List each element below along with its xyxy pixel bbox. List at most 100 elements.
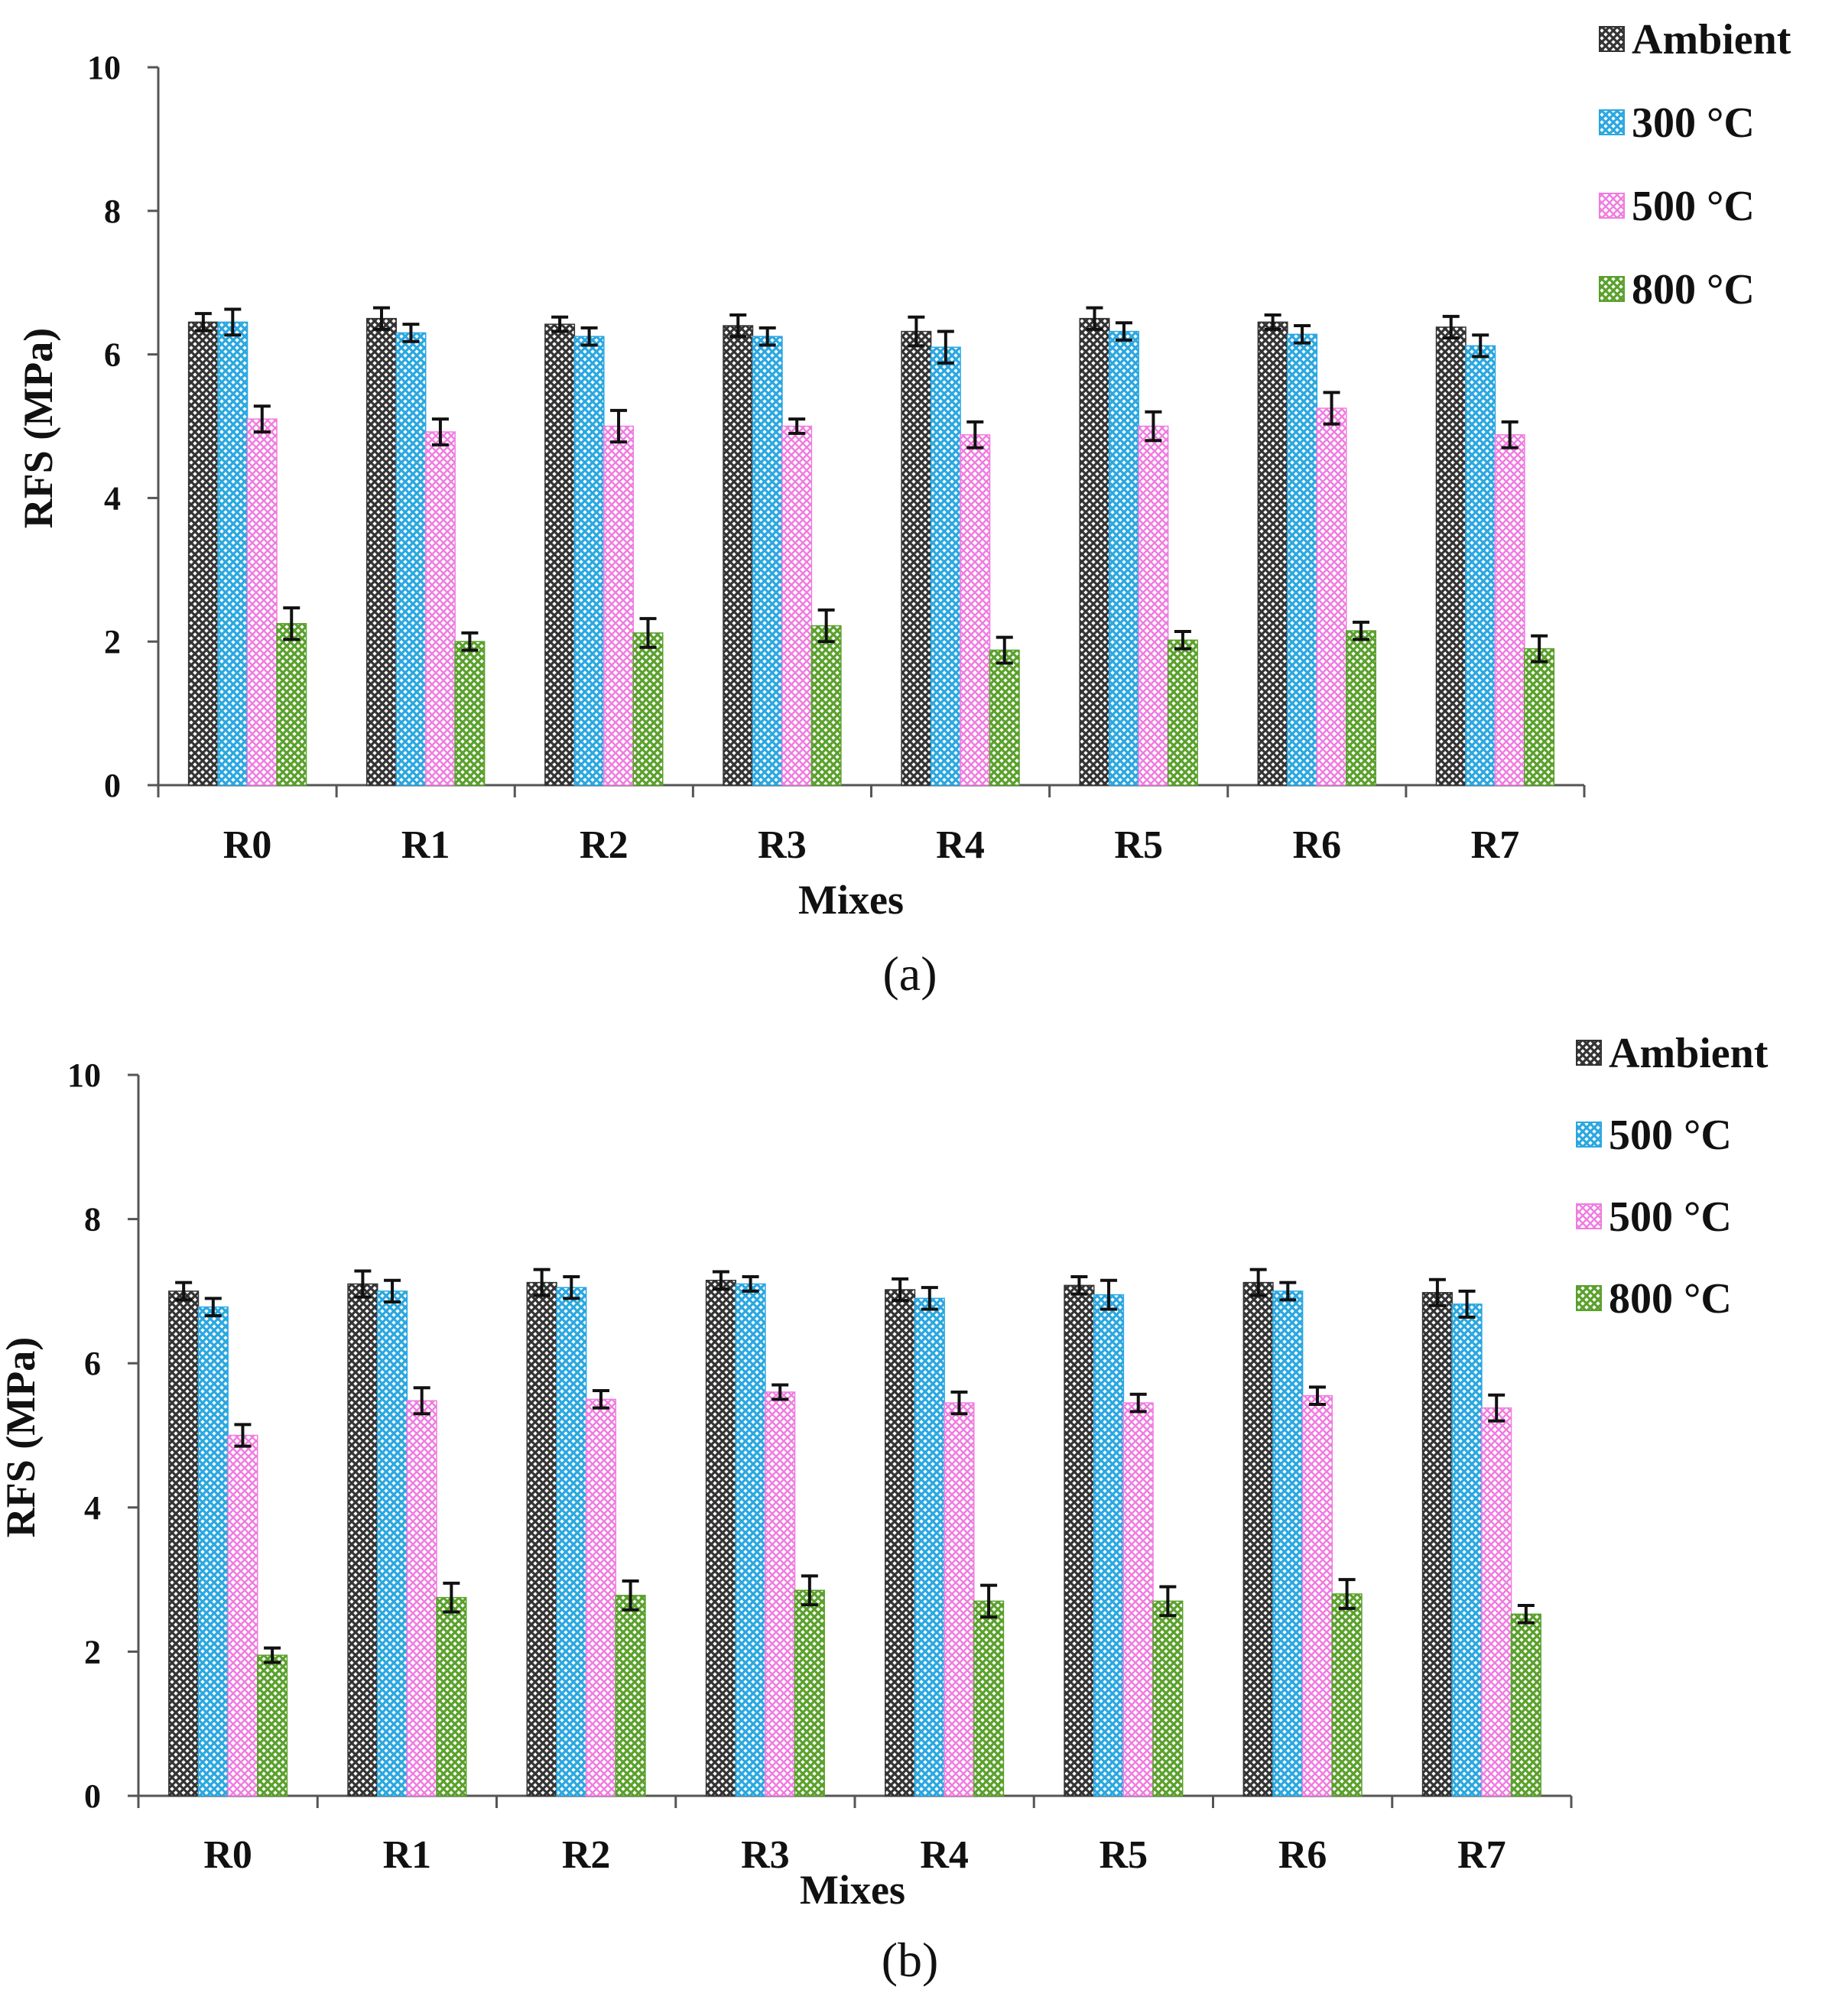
- error-bar: [1070, 1275, 1088, 1296]
- error-bar: [950, 1390, 968, 1416]
- bar-r6-series-1: [1257, 321, 1288, 786]
- bar-r0-series-1: [168, 1290, 200, 1797]
- bar-r4-series-4: [973, 1600, 1005, 1797]
- bar-r2-series-4: [632, 632, 664, 786]
- legend-entry: Ambient: [1576, 1030, 1769, 1077]
- x-axis-title: Mixes: [800, 1867, 905, 1913]
- bar-r2-series-4: [615, 1595, 646, 1797]
- error-bar: [1174, 630, 1191, 651]
- y-tick-label: 0: [104, 767, 121, 804]
- bar-r7-series-1: [1435, 326, 1467, 786]
- error-bar: [1115, 321, 1132, 342]
- error-bar: [1323, 391, 1340, 426]
- error-bar: [264, 1646, 281, 1664]
- legend-entry: 800 °C: [1599, 266, 1755, 313]
- legend-swatch: [1599, 193, 1625, 219]
- error-bar: [1159, 1585, 1177, 1618]
- error-bar: [1279, 1281, 1297, 1302]
- error-bar: [892, 1277, 909, 1303]
- bar-r4-series-3: [944, 1402, 975, 1797]
- x-tick-label: R5: [1100, 1833, 1148, 1877]
- x-axis-title: Mixes: [798, 877, 904, 923]
- error-bar: [610, 408, 628, 444]
- bar-r1-series-4: [436, 1596, 467, 1797]
- error-bar: [283, 606, 300, 641]
- bar-r5-series-1: [1079, 317, 1110, 786]
- y-tick-label: 10: [67, 1057, 101, 1094]
- bar-r0-series-3: [227, 1434, 258, 1797]
- error-bar: [996, 635, 1013, 665]
- bar-r2-series-1: [526, 1281, 557, 1797]
- y-tick-label: 2: [104, 623, 121, 661]
- bar-r4-series-3: [960, 434, 991, 786]
- bar-r7-series-3: [1481, 1407, 1512, 1797]
- bar-r3-series-1: [705, 1280, 736, 1797]
- error-bar: [1129, 1392, 1147, 1414]
- legend-entry: 500 °C: [1599, 183, 1755, 230]
- error-bar: [234, 1423, 252, 1448]
- y-tick-label: 8: [104, 193, 121, 230]
- bar-r2-series-2: [556, 1287, 587, 1797]
- bar-r0-series-4: [257, 1654, 288, 1797]
- legend-entry: Ambient: [1599, 16, 1791, 63]
- bar-r7-series-4: [1510, 1613, 1541, 1797]
- bar-r7-series-4: [1524, 648, 1555, 786]
- error-bar: [1086, 306, 1103, 331]
- error-bar: [224, 307, 242, 337]
- bar-r5-series-4: [1167, 639, 1198, 786]
- error-bar: [253, 404, 271, 434]
- y-tick-label: 6: [104, 336, 121, 374]
- error-bar: [402, 323, 420, 343]
- error-bar: [551, 315, 569, 333]
- legend-entry: 500 °C: [1576, 1193, 1732, 1241]
- bar-r6-series-1: [1242, 1281, 1274, 1797]
- x-tick-label: R2: [580, 823, 629, 867]
- x-tick-label: R4: [920, 1833, 969, 1877]
- bar-r0-series-1: [187, 321, 219, 786]
- bar-r6-series-3: [1316, 407, 1347, 786]
- error-bar: [1264, 313, 1281, 331]
- error-bar: [1249, 1268, 1267, 1297]
- bar-r3-series-3: [765, 1391, 796, 1797]
- bars: [168, 1280, 1541, 1797]
- bar-r2-series-1: [544, 323, 576, 786]
- error-bar: [980, 1583, 998, 1619]
- y-tick-label: 8: [84, 1201, 101, 1238]
- error-bar: [1428, 1277, 1446, 1307]
- error-bar: [1308, 1385, 1326, 1406]
- x-tick-label: R6: [1278, 1833, 1327, 1877]
- error-bar: [937, 330, 954, 365]
- bar-r5-series-4: [1152, 1600, 1184, 1797]
- legend-swatch: [1576, 1040, 1602, 1066]
- error-bar: [1458, 1289, 1476, 1319]
- legend-swatch: [1599, 109, 1625, 135]
- bar-r4-series-1: [885, 1289, 916, 1797]
- legend-label: 500 °C: [1609, 1112, 1732, 1159]
- bar-r1-series-4: [454, 641, 486, 786]
- bar-r3-series-2: [735, 1283, 766, 1797]
- x-tick-label: R2: [562, 1833, 611, 1877]
- error-bar: [580, 326, 598, 347]
- error-bar: [431, 417, 449, 446]
- error-bar: [712, 1270, 729, 1291]
- bar-r1-series-2: [395, 332, 427, 786]
- legend-label: Ambient: [1609, 1030, 1769, 1077]
- y-tick-label: 0: [84, 1777, 101, 1815]
- error-bar: [592, 1389, 609, 1410]
- panel-label: (a): [882, 946, 937, 1001]
- legend-entry: 500 °C: [1576, 1112, 1732, 1159]
- bar-r6-series-4: [1331, 1593, 1363, 1797]
- bar-r6-series-4: [1346, 630, 1376, 786]
- error-bar: [729, 313, 747, 339]
- legend: Ambient 300 °C 500 °C 800 °C: [1599, 16, 1791, 313]
- bar-r4-series-4: [989, 649, 1020, 786]
- error-bar: [194, 312, 212, 333]
- bar-r7-series-2: [1465, 345, 1496, 786]
- error-bar: [563, 1275, 580, 1300]
- bar-r7-series-3: [1494, 434, 1525, 786]
- bar-r5-series-3: [1122, 1402, 1154, 1797]
- bar-r7-series-2: [1451, 1303, 1483, 1797]
- error-bar: [1100, 1278, 1118, 1311]
- x-tick-label: R4: [936, 823, 985, 867]
